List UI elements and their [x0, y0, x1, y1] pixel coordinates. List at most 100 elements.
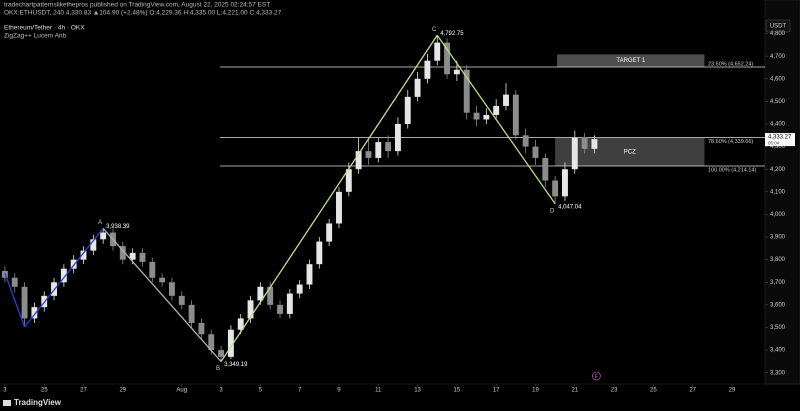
candle-body — [394, 124, 401, 152]
candle-body — [542, 157, 549, 181]
candle-body — [21, 286, 28, 319]
x-tick-label: 17 — [493, 388, 500, 394]
y-tick-label: 4,400 — [770, 122, 786, 128]
zone-label: TARGET 1 — [616, 58, 645, 64]
y-tick-label: 4,500 — [770, 99, 786, 105]
candle-body — [562, 169, 568, 197]
candle-body — [326, 223, 333, 242]
event-label: F — [595, 374, 598, 380]
candle-body — [198, 322, 205, 335]
pivot-value: 4,792.75 — [440, 31, 464, 37]
candle-body — [267, 286, 274, 305]
x-tick-label: 19 — [532, 388, 539, 394]
x-tick-label: 29 — [119, 388, 126, 394]
x-tick-label: 7 — [298, 388, 302, 394]
candle-body — [414, 78, 421, 97]
footer-brand: TradingView — [14, 398, 62, 407]
y-tick-label: 3,400 — [770, 348, 786, 354]
currency[interactable]: USDT — [770, 24, 787, 30]
pivot-label: D — [550, 208, 555, 214]
x-tick-label: 27 — [80, 388, 87, 394]
event-marker — [591, 371, 601, 381]
x-tick-label: 25 — [41, 388, 48, 394]
candle-body — [483, 114, 490, 120]
x-tick-label: 3 — [3, 388, 7, 394]
candle-body — [306, 264, 313, 285]
candle-body — [424, 60, 431, 79]
current-price-label: 4,333.27 — [768, 135, 792, 141]
countdown: 05:04 — [768, 140, 780, 145]
candle-body — [188, 304, 195, 323]
candle-body — [453, 69, 460, 75]
candle-body — [237, 318, 244, 330]
y-tick-label: 4,000 — [770, 212, 786, 218]
zone — [555, 137, 705, 167]
y-tick-label: 4,600 — [770, 76, 786, 82]
candle-body — [336, 191, 342, 224]
y-tick-label: 4,200 — [770, 167, 786, 173]
candle-body — [178, 295, 185, 305]
x-tick-label: 3 — [219, 388, 223, 394]
pivot-label: A — [98, 220, 102, 226]
candle-body — [139, 252, 146, 262]
x-tick-label: 29 — [729, 388, 736, 394]
publisher-line: tradechartpatternslikethepros published … — [4, 2, 270, 9]
price-axis — [764, 0, 800, 385]
candle-body — [444, 42, 450, 75]
pivot-value: 3,938.39 — [106, 224, 130, 230]
candle-body — [571, 137, 578, 170]
candle-body — [80, 250, 87, 260]
y-tick-label: 4,800 — [770, 31, 786, 37]
candle-body — [296, 284, 303, 294]
candle-body — [218, 350, 225, 357]
x-tick-label: 9 — [337, 388, 341, 394]
x-tick-label: 21 — [571, 388, 578, 394]
x-tick-label: 15 — [454, 388, 461, 394]
y-tick-label: 4,700 — [770, 54, 786, 60]
level-label: 23.60% (4,652.24) — [708, 61, 753, 67]
x-tick-label: Aug — [176, 388, 187, 394]
y-tick-label: 3,600 — [770, 302, 786, 308]
candle-body — [463, 69, 470, 113]
candle-body — [227, 329, 234, 357]
candle-body — [60, 268, 67, 283]
x-tick-label: 5 — [259, 388, 263, 394]
pivot-label: C — [432, 27, 437, 33]
currency-button[interactable] — [765, 19, 791, 33]
zigzag-segment — [436, 34, 556, 205]
zone — [557, 54, 705, 67]
candle-body — [129, 252, 136, 260]
candle-body — [522, 135, 529, 147]
candle-body — [100, 232, 107, 240]
candle-body — [503, 94, 509, 106]
pivot-value: 3,349.19 — [224, 362, 248, 368]
level-label: 78.60% (4,339.66) — [708, 139, 753, 145]
candle-body — [159, 277, 166, 283]
candle-body — [90, 239, 97, 251]
candle-body — [385, 142, 392, 152]
candle-body — [434, 42, 441, 61]
candle-body — [581, 137, 588, 149]
x-tick-label: 13 — [414, 388, 421, 394]
level-label: 100.00% (4,214.14) — [708, 167, 756, 173]
candle-body — [208, 334, 215, 351]
candle-body — [119, 246, 126, 260]
candle-body — [70, 259, 77, 269]
y-tick-label: 4,300 — [770, 144, 786, 150]
candle-body — [286, 293, 293, 314]
x-tick-label: 25 — [650, 388, 657, 394]
candle-body — [355, 151, 362, 170]
candle-body — [11, 277, 18, 287]
symbol-line: OKX:ETHUSDT, 240 4,330.83 ▲104.90 (+2.48… — [4, 10, 282, 17]
candle-body — [257, 286, 264, 301]
instrument: Ethereum/Tether · 4h · OKX — [4, 25, 85, 32]
candle-body — [591, 139, 598, 149]
candle-body — [404, 96, 411, 124]
y-tick-label: 3,900 — [770, 235, 786, 241]
zone-label: PCZ — [624, 149, 636, 155]
y-tick-label: 3,800 — [770, 257, 786, 263]
candle-body — [168, 282, 175, 296]
zigzag-segment — [24, 227, 104, 328]
